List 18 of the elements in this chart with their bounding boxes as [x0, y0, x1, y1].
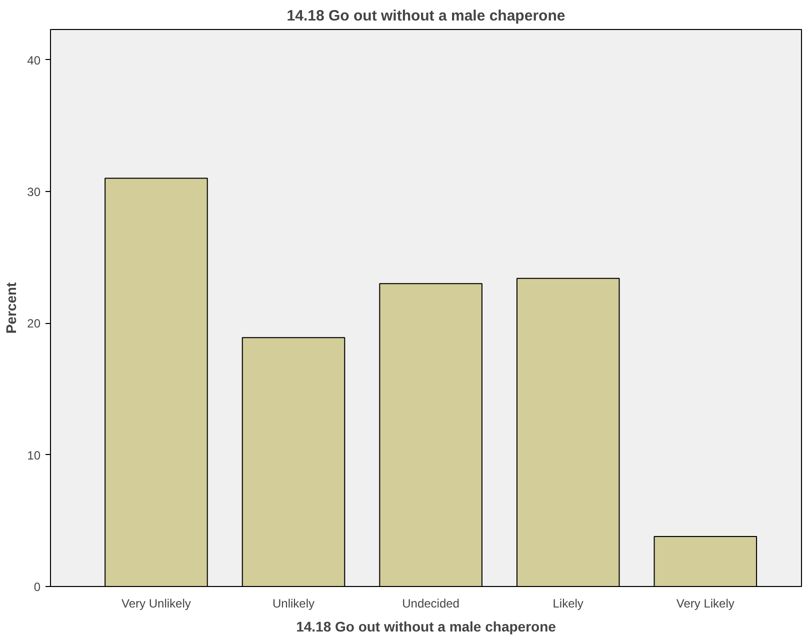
y-tick-label: 10 [27, 448, 41, 462]
x-tick-label: Likely [552, 596, 584, 610]
x-tick-label: Very Unlikely [122, 596, 191, 610]
y-tick-label: 20 [27, 316, 41, 331]
chart-title: 14.18 Go out without a male chaperone [286, 8, 566, 24]
x-tick-label: Undecided [402, 596, 460, 610]
y-axis-title: Percent [3, 282, 20, 334]
x-tick-label: Very Likely [676, 596, 734, 610]
bar [379, 283, 482, 586]
y-tick-label: 40 [27, 53, 41, 68]
y-tick-label: 30 [27, 184, 41, 199]
x-tick-label: Unlikely [272, 596, 315, 610]
y-tick-label: 0 [34, 580, 41, 594]
bar [104, 178, 208, 586]
bar [242, 337, 346, 586]
bar [516, 278, 620, 586]
x-axis-title: 14.18 Go out without a male chaperone [296, 618, 556, 634]
bar [654, 536, 758, 586]
